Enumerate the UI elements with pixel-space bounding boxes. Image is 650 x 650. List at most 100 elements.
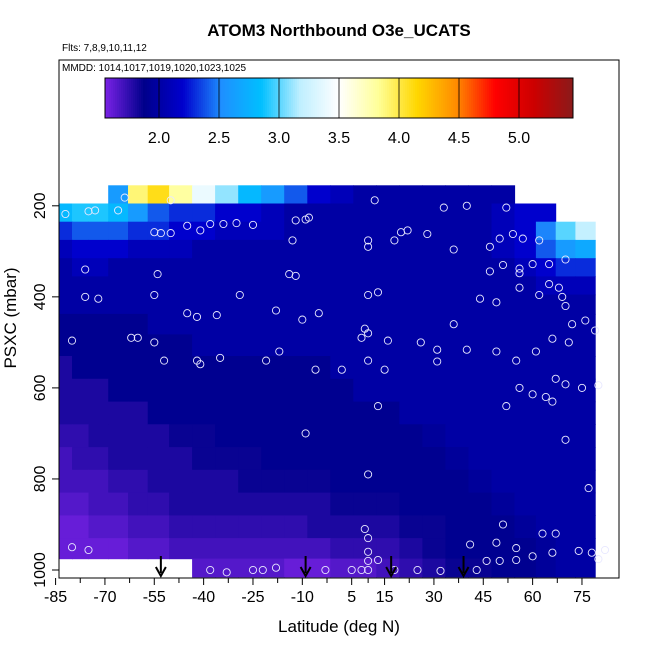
heat-cell	[307, 356, 331, 380]
heat-cell	[399, 515, 423, 539]
sample-point	[84, 207, 93, 216]
heat-cell	[575, 356, 596, 380]
sample-point	[288, 236, 297, 245]
heat-cell	[376, 313, 400, 335]
heat-cell	[491, 203, 516, 223]
sample-point	[373, 402, 383, 411]
colorbar-strip	[289, 78, 292, 118]
colorbar-strip	[251, 78, 254, 118]
heat-cell	[108, 258, 129, 277]
heat-cell	[399, 313, 423, 335]
heat-cell	[192, 378, 216, 403]
heat-cell	[422, 447, 446, 471]
colorbar-strip	[273, 78, 276, 118]
sample-point	[584, 484, 593, 493]
sample-point	[545, 280, 554, 289]
profile-arrow-head	[154, 566, 167, 579]
heat-cell	[307, 401, 331, 425]
sample-point	[150, 290, 159, 300]
heat-cell	[514, 294, 537, 315]
sample-point	[153, 270, 162, 279]
colorbar-strip	[533, 78, 536, 118]
heat-cell	[215, 313, 239, 335]
heat-cell	[514, 515, 537, 539]
heat-cell	[555, 258, 576, 277]
sample-point	[482, 556, 491, 565]
heat-cell	[147, 294, 170, 315]
heat-cell	[445, 203, 469, 223]
heat-cell	[215, 276, 239, 296]
heat-cell	[555, 469, 576, 494]
sample-point	[94, 294, 103, 303]
sample-point	[502, 402, 511, 411]
colorbar-strip	[389, 78, 392, 118]
heat-cell	[72, 313, 89, 335]
colorbar-strip	[535, 78, 538, 118]
sample-point	[423, 229, 432, 239]
heat-cell	[307, 203, 331, 223]
sample-point	[114, 206, 123, 215]
x-tick-label: -25	[241, 589, 264, 606]
colorbar-strip	[387, 78, 390, 118]
colorbar-strip	[313, 78, 316, 118]
heat-cell	[422, 558, 446, 578]
heat-cell	[261, 515, 285, 539]
colorbar-strip	[405, 78, 408, 118]
colorbar-strip	[363, 78, 366, 118]
sample-point	[568, 320, 577, 329]
colorbar-strip	[223, 78, 226, 118]
colorbar-strip	[283, 78, 286, 118]
heat-cell	[491, 356, 516, 380]
sample-point	[396, 228, 406, 237]
sample-point	[564, 338, 573, 347]
heat-cell	[468, 294, 493, 315]
sample-point	[416, 338, 425, 347]
colorbar-strip	[207, 78, 210, 118]
heat-cell	[261, 239, 285, 259]
colorbar-strip	[545, 78, 548, 118]
heat-cell	[535, 515, 557, 539]
heat-cell	[108, 313, 129, 335]
colorbar-strip	[559, 78, 562, 118]
heat-cell	[468, 313, 493, 335]
heat-cell	[445, 469, 469, 494]
colorbar-strip	[457, 78, 460, 118]
heat-cell	[261, 424, 285, 448]
heat-cell	[491, 469, 516, 494]
heat-cell	[284, 469, 308, 494]
colorbar-strip	[373, 78, 376, 118]
colorbar-strip	[493, 78, 496, 118]
heat-cell	[147, 334, 170, 357]
heat-cell	[128, 239, 149, 259]
colorbar-strip	[353, 78, 356, 118]
colorbar-strip	[189, 78, 192, 118]
heat-cell	[192, 469, 216, 494]
colorbar-strip	[171, 78, 174, 118]
colorbar-strip	[345, 78, 348, 118]
colorbar-strip	[517, 78, 520, 118]
heat-cell	[128, 203, 149, 223]
heat-cell	[353, 538, 377, 560]
heat-cell	[59, 258, 73, 277]
heat-cell	[147, 469, 170, 494]
heat-cell	[445, 276, 469, 296]
heat-cell	[147, 239, 170, 259]
colorbar-strip	[465, 78, 468, 118]
heat-cell	[284, 294, 308, 315]
profile-arrow-head	[299, 566, 312, 579]
heat-cell	[468, 538, 493, 560]
heat-cell	[555, 276, 576, 296]
sample-point	[515, 383, 524, 392]
heat-cell	[330, 558, 354, 578]
heat-cell	[491, 185, 516, 205]
heat-cell	[514, 469, 537, 494]
colorbar-strip	[469, 78, 472, 118]
heatmap-cells	[59, 185, 596, 578]
colorbar-strip	[217, 78, 220, 118]
colorbar-strip	[159, 78, 162, 118]
colorbar-strip	[309, 78, 312, 118]
heat-cell	[128, 492, 149, 516]
heat-cell	[422, 469, 446, 494]
colorbar-strip	[271, 78, 274, 118]
